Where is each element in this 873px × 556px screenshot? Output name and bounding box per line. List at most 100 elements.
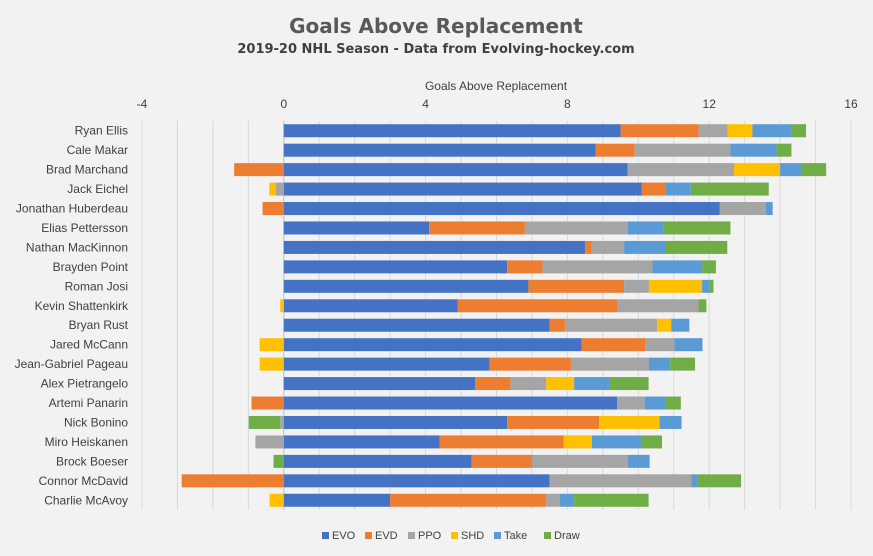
category-labels: Ryan Ellis Cale Makar Brad Marchand Jack Ei… <box>15 124 129 508</box>
bar-segment-ppo <box>549 474 692 488</box>
bar-segment-draw <box>801 163 827 177</box>
bar-segment-evd <box>457 299 618 313</box>
category-label: Bryan Rust <box>69 318 129 332</box>
bar-segment-evo <box>283 182 642 196</box>
bar-segment-ppo <box>645 338 675 352</box>
bar-segment-evd <box>390 493 547 507</box>
legend-swatch-evo <box>322 532 329 539</box>
bar-segment-ppo <box>698 124 728 138</box>
bar-segment-evo <box>283 163 628 177</box>
bar-segment-shd <box>648 279 703 293</box>
bar-segment-evo <box>283 493 391 507</box>
bar-segment-evd <box>528 279 625 293</box>
bar-segment-ppo <box>570 357 649 371</box>
bar-segment-take <box>765 202 773 216</box>
category-label: Roman Josi <box>65 279 128 293</box>
bar-segment-take <box>752 124 792 138</box>
bar-segment-shd <box>546 377 575 391</box>
bar-segment-evo <box>283 221 430 235</box>
bar-segment-evd <box>251 396 284 410</box>
bar-segment-take <box>574 377 610 391</box>
bar-segment-take <box>665 182 691 196</box>
legend: EVO EVD PPO SHD Take Draw <box>322 530 580 542</box>
x-tick-label: 0 <box>280 97 287 111</box>
bar-segment-shd <box>599 415 660 429</box>
bar-segment-take <box>559 493 575 507</box>
category-label: Jack Eichel <box>67 182 128 196</box>
category-label: Brock Boeser <box>56 454 128 468</box>
bar-segment-take <box>627 454 650 468</box>
legend-swatch-ppo <box>408 532 415 539</box>
bar-segment-draw <box>665 396 681 410</box>
bar-segment-shd <box>734 163 781 177</box>
bar-segment-ppo <box>617 396 645 410</box>
bar-segment-shd <box>280 299 284 313</box>
bar-segment-shd <box>563 435 592 449</box>
bar-segment-take <box>780 163 802 177</box>
legend-label: EVD <box>375 530 398 542</box>
bar-segment-ppo <box>564 318 658 332</box>
bar-segment-draw <box>665 240 728 254</box>
bar-segment-draw <box>697 474 742 488</box>
bar-segment-draw <box>702 260 716 274</box>
bar-segment-shd <box>269 182 277 196</box>
x-tick-label: 12 <box>703 97 717 111</box>
bar-segment-take <box>659 415 682 429</box>
gridlines <box>141 121 852 510</box>
bar-segment-evo <box>283 279 529 293</box>
bar-segment-evd <box>507 260 543 274</box>
bar-segment-evd <box>429 221 525 235</box>
bar-segment-draw <box>690 182 769 196</box>
bar-segment-ppo <box>546 493 560 507</box>
category-label: Jonathan Huberdeau <box>16 202 128 216</box>
legend-label: SHD <box>461 530 484 542</box>
bar-segment-ppo <box>276 182 284 196</box>
bar-segment-draw <box>574 493 649 507</box>
legend-swatch-shd <box>451 532 458 539</box>
bars <box>181 124 827 507</box>
legend-label: EVO <box>332 530 356 542</box>
category-label: Jean-Gabriel Pageau <box>15 357 128 371</box>
bar-segment-ppo <box>531 454 628 468</box>
bar-segment-take <box>674 338 703 352</box>
bar-segment-evo <box>283 240 586 254</box>
category-label: Elias Pettersson <box>41 221 128 235</box>
category-label: Brad Marchand <box>46 163 128 177</box>
bar-segment-ppo <box>719 202 766 216</box>
legend-label: Take <box>504 530 527 542</box>
category-label: Charlie McAvoy <box>44 493 128 507</box>
bar-segment-evd <box>475 377 511 391</box>
bar-segment-evd <box>439 435 564 449</box>
bar-segment-evo <box>283 338 582 352</box>
category-label: Kevin Shattenkirk <box>35 299 129 313</box>
category-label: Nick Bonino <box>64 415 128 429</box>
bar-segment-draw <box>663 221 731 235</box>
bar-segment-ppo <box>524 221 628 235</box>
bar-segment-evd <box>507 415 600 429</box>
bar-segment-draw <box>709 279 714 293</box>
bar-segment-take <box>671 318 690 332</box>
category-label: Cale Makar <box>67 143 128 157</box>
bar-segment-evd <box>581 338 646 352</box>
bar-segment-evd <box>585 240 592 254</box>
bar-segment-evd <box>471 454 532 468</box>
bar-segment-take <box>627 221 664 235</box>
legend-label: Draw <box>554 530 580 542</box>
category-label: Jared McCann <box>50 338 128 352</box>
bar-segment-evo <box>283 202 720 216</box>
bar-segment-draw <box>791 124 806 138</box>
x-axis-title: Goals Above Replacement <box>425 79 568 93</box>
bar-segment-evo <box>283 454 472 468</box>
category-label: Brayden Point <box>53 260 129 274</box>
x-tick-label: 16 <box>844 97 858 111</box>
bar-segment-evo <box>283 357 490 371</box>
bar-segment-shd <box>269 493 284 507</box>
bar-segment-ppo <box>280 415 284 429</box>
legend-swatch-draw <box>544 532 551 539</box>
category-label: Artemi Panarin <box>49 396 128 410</box>
bar-segment-ppo <box>634 143 731 157</box>
bar-segment-evo <box>283 435 440 449</box>
bar-segment-draw <box>776 143 792 157</box>
category-label: Connor McDavid <box>39 474 128 488</box>
bar-segment-shd <box>259 357 284 371</box>
